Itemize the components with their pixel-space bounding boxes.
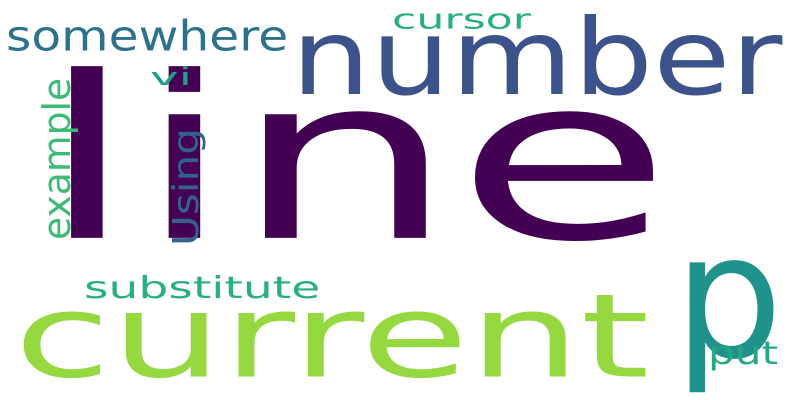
word-p: p [674,196,783,398]
word-somewhere: somewhere [6,11,289,61]
word-vi: vi [150,62,192,91]
word-using: Using [164,128,207,246]
word-example: example [34,77,80,240]
word-substitute: substitute [84,270,321,306]
word-number: number [291,0,783,120]
word-cursor: cursor [392,2,531,36]
word-line: line [38,27,672,293]
word-put: put [708,334,779,372]
word-current: current [14,268,650,400]
